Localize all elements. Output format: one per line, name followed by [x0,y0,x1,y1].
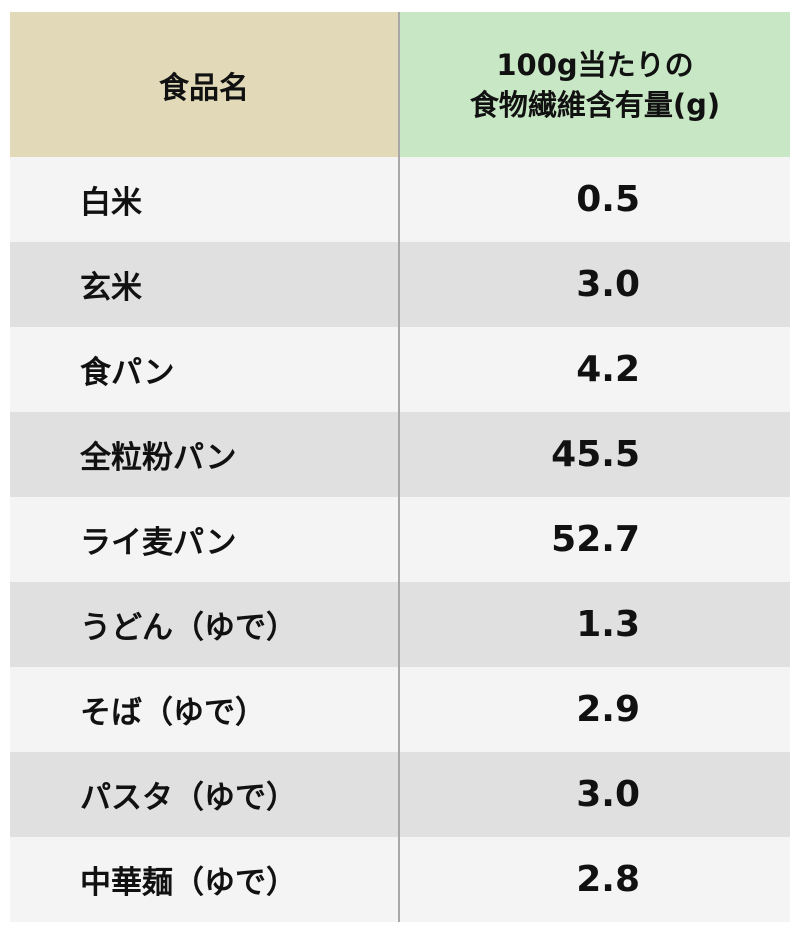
table-row: 食パン 4.2 [10,327,790,412]
header-line: 100g当たりの [496,47,694,82]
table-row: ライ麦パン 52.7 [10,497,790,582]
fiber-value: 4.2 [576,349,640,390]
table-row: 中華麺（ゆで） 2.8 [10,837,790,922]
table-row: パスタ（ゆで） 3.0 [10,752,790,837]
food-name: 中華麺（ゆで） [10,837,400,922]
food-name: 玄米 [10,242,400,327]
header-cell: 食品名 [10,12,400,157]
food-name: 白米 [10,157,400,242]
header-row: 食品名 100g当たりの 食物繊維含有量(g) [10,12,790,157]
fiber-value: 1.3 [576,604,640,645]
food-name: そば（ゆで） [10,667,400,752]
food-name: 食パン [10,327,400,412]
table-row: うどん（ゆで） 1.3 [10,582,790,667]
header-cell: 100g当たりの 食物繊維含有量(g) [400,12,790,157]
food-name: ライ麦パン [10,497,400,582]
fiber-value: 52.7 [551,519,640,560]
fiber-value: 45.5 [551,434,640,475]
table-row: そば（ゆで） 2.9 [10,667,790,752]
food-name: 全粒粉パン [10,412,400,497]
food-name: うどん（ゆで） [10,582,400,667]
fiber-value: 3.0 [576,774,640,815]
table-row: 玄米 3.0 [10,242,790,327]
table: 食品名 100g当たりの 食物繊維含有量(g) 白米 0.5 玄米 3.0 食パン 4.2… [10,12,790,922]
fiber-value: 2.8 [576,859,640,900]
food-name: パスタ（ゆで） [10,752,400,837]
table-row: 全粒粉パン 45.5 [10,412,790,497]
fiber-value: 3.0 [576,264,640,305]
fiber-value: 2.9 [576,689,640,730]
fiber-value: 0.5 [576,179,640,220]
header-line: 食物繊維含有量(g) [469,87,721,122]
table-row: 白米 0.5 [10,157,790,242]
